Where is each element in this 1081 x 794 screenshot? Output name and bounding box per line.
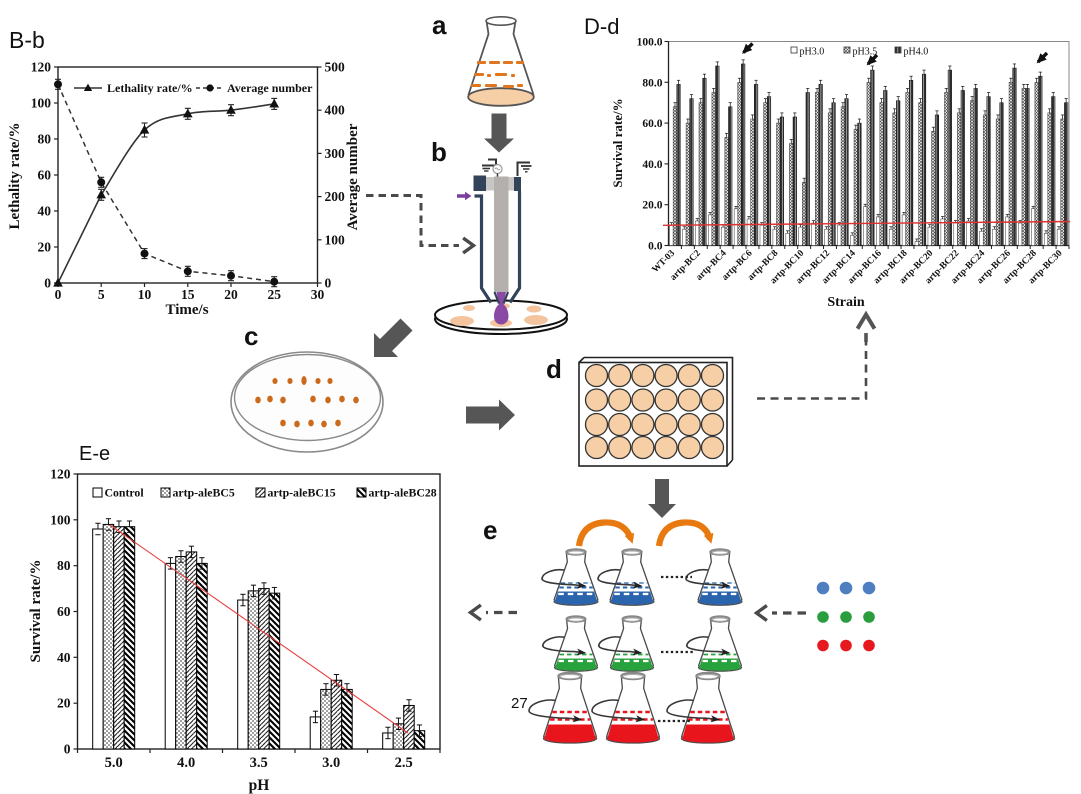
svg-text:pH: pH — [249, 777, 270, 794]
svg-text:10: 10 — [138, 287, 152, 302]
svg-text:100: 100 — [50, 512, 71, 527]
svg-text:Survival rate/%: Survival rate/% — [610, 98, 625, 187]
svg-text:120: 120 — [50, 467, 71, 482]
svg-text:5: 5 — [98, 287, 105, 302]
svg-text:Lethality rate/%: Lethality rate/% — [107, 81, 193, 95]
svg-text:80: 80 — [38, 132, 52, 147]
svg-text:B-b: B-b — [9, 27, 45, 53]
svg-text:0.0: 0.0 — [648, 241, 663, 253]
svg-text:60: 60 — [38, 168, 52, 183]
svg-text:pH4.0: pH4.0 — [904, 47, 929, 58]
svg-text:3.0: 3.0 — [322, 755, 340, 771]
svg-text:300: 300 — [325, 146, 346, 161]
svg-text:20.0: 20.0 — [642, 200, 662, 212]
svg-text:25: 25 — [267, 287, 281, 302]
svg-text:400: 400 — [325, 103, 346, 118]
svg-text:120: 120 — [31, 60, 52, 75]
svg-text:Lethality rate/%: Lethality rate/% — [7, 122, 23, 229]
svg-text:artp-aleBC5: artp-aleBC5 — [173, 486, 235, 500]
svg-text:80: 80 — [57, 558, 71, 573]
svg-text:100.0: 100.0 — [637, 37, 663, 49]
svg-text:2.5: 2.5 — [395, 755, 413, 771]
svg-text:20: 20 — [38, 240, 52, 255]
svg-text:60: 60 — [57, 604, 71, 619]
svg-text:a: a — [432, 10, 447, 40]
svg-text:Average number: Average number — [227, 81, 313, 95]
svg-text:3.5: 3.5 — [250, 755, 268, 771]
svg-text:80.0: 80.0 — [642, 77, 662, 89]
svg-text:4.0: 4.0 — [177, 755, 195, 771]
svg-text:D-d: D-d — [584, 14, 619, 39]
svg-text:40: 40 — [57, 650, 71, 665]
svg-text:40: 40 — [38, 204, 52, 219]
svg-text:27: 27 — [511, 695, 528, 712]
svg-text:30: 30 — [311, 287, 325, 302]
svg-text:0: 0 — [64, 742, 71, 757]
svg-text:40.0: 40.0 — [642, 159, 662, 171]
svg-text:Average number: Average number — [345, 123, 361, 230]
svg-text:0: 0 — [55, 287, 62, 302]
svg-text:60.0: 60.0 — [642, 118, 662, 130]
svg-text:Strain: Strain — [827, 295, 865, 310]
svg-text:Time/s: Time/s — [165, 302, 208, 318]
svg-text:Control: Control — [105, 486, 145, 500]
svg-text:0: 0 — [325, 276, 332, 291]
svg-text:500: 500 — [325, 60, 346, 75]
svg-text:E-e: E-e — [79, 443, 110, 465]
svg-text:100: 100 — [325, 232, 346, 247]
svg-text:d: d — [546, 354, 562, 384]
svg-text:pH3.5: pH3.5 — [853, 47, 878, 58]
svg-text:100: 100 — [31, 96, 52, 111]
svg-text:artp-aleBC28: artp-aleBC28 — [369, 486, 437, 500]
svg-text:e: e — [483, 515, 497, 545]
svg-text:200: 200 — [325, 189, 346, 204]
svg-text:artp-aleBC15: artp-aleBC15 — [268, 486, 336, 500]
svg-text:b: b — [431, 137, 447, 167]
svg-text:5.0: 5.0 — [105, 755, 123, 771]
svg-text:15: 15 — [181, 287, 195, 302]
svg-text:0: 0 — [44, 276, 51, 291]
svg-text:20: 20 — [57, 696, 71, 711]
svg-text:c: c — [244, 321, 258, 351]
svg-text:Survival rate/%: Survival rate/% — [28, 560, 44, 663]
svg-text:20: 20 — [224, 287, 238, 302]
svg-text:pH3.0: pH3.0 — [800, 47, 825, 58]
